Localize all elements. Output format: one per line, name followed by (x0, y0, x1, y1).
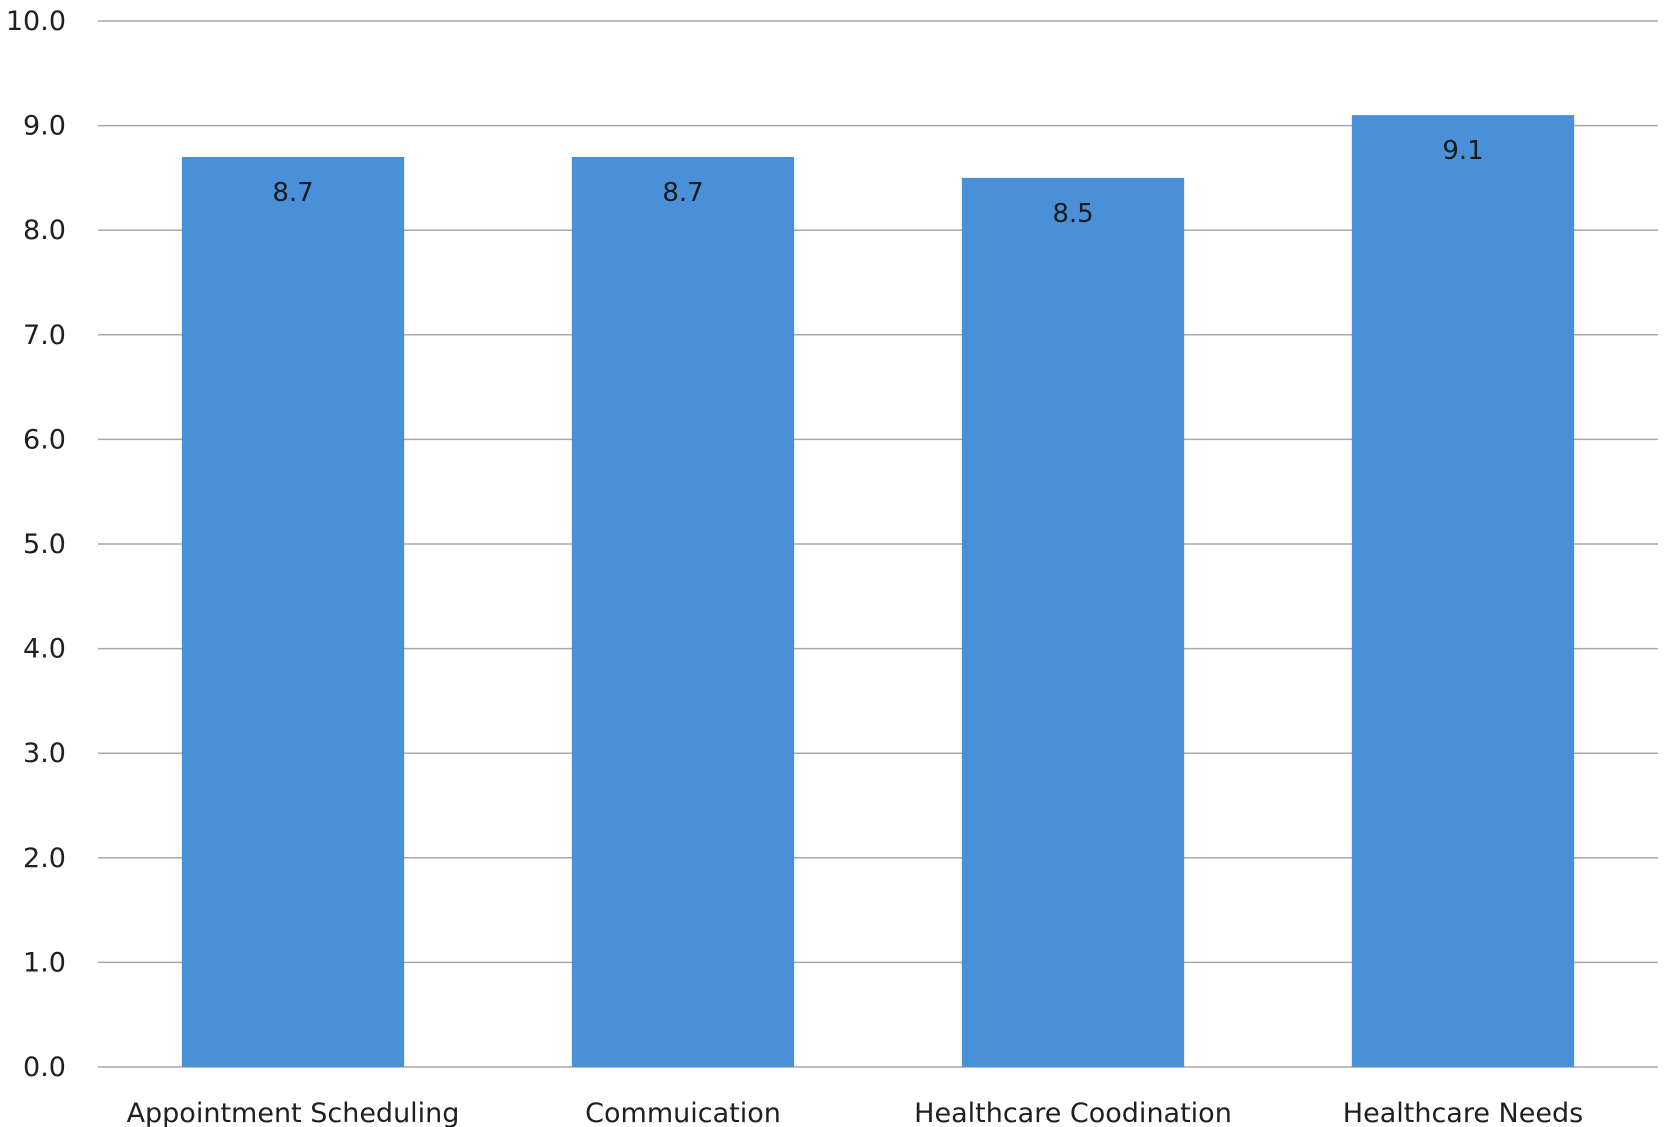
y-tick-label: 9.0 (23, 111, 66, 142)
x-category-label: Healthcare Needs (1343, 1098, 1583, 1127)
bar (181, 156, 405, 1068)
bar-value-label: 8.7 (272, 178, 313, 208)
y-tick-label: 7.0 (23, 320, 66, 351)
y-tick-label: 4.0 (23, 634, 66, 665)
bar-value-label: 8.7 (662, 178, 703, 208)
bar-value-label: 8.5 (1052, 199, 1093, 229)
bar (1351, 115, 1575, 1067)
bar-value-label: 9.1 (1442, 136, 1483, 166)
x-category-label: Commuication (585, 1098, 781, 1127)
y-tick-label: 8.0 (23, 215, 66, 246)
y-tick-label: 3.0 (23, 738, 66, 769)
y-tick-label: 5.0 (23, 529, 66, 560)
x-category-label: Appointment Scheduling (127, 1098, 460, 1127)
data-labels: 8.7 8.7 8.5 9.1 (272, 136, 1483, 229)
y-axis-tick-labels: 0.0 1.0 2.0 3.0 4.0 5.0 6.0 7.0 8.0 9.0 10.0 (6, 6, 66, 1083)
bar (571, 156, 795, 1068)
bar (961, 177, 1185, 1067)
x-axis-category-labels: Appointment Scheduling Commuication Health… (127, 1098, 1584, 1127)
y-tick-label: 0.0 (23, 1052, 66, 1083)
y-tick-label: 2.0 (23, 843, 66, 874)
bars (181, 115, 1575, 1068)
y-tick-label: 10.0 (6, 6, 66, 37)
y-tick-label: 1.0 (23, 947, 66, 978)
y-tick-label: 6.0 (23, 424, 66, 455)
x-category-label: Healthcare Coodination (914, 1098, 1232, 1127)
